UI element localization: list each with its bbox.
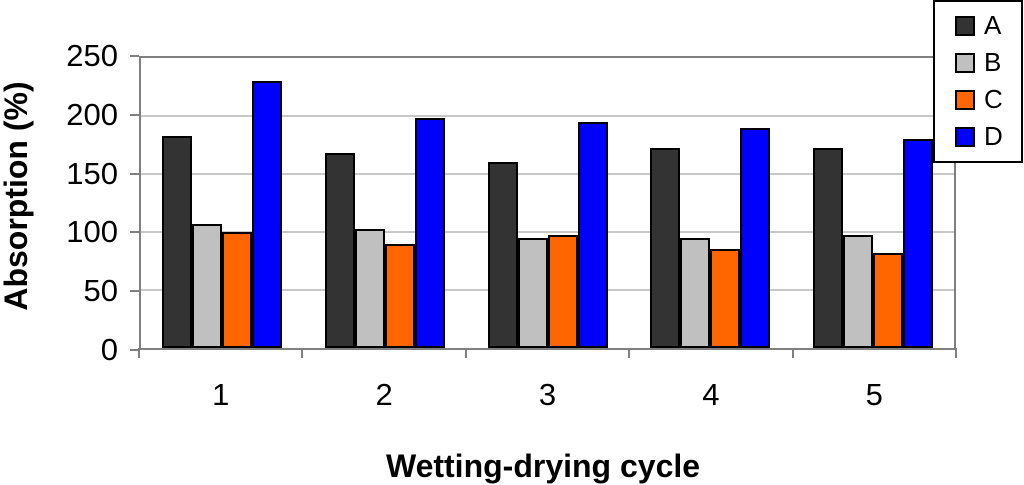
x-tick-label-5: 5 — [865, 377, 883, 412]
bar-C-cycle-3 — [547, 235, 578, 348]
legend-label-A: A — [984, 10, 1002, 40]
legend-label-D: D — [984, 121, 1003, 151]
bar-D-cycle-3 — [577, 122, 608, 348]
bar-C-cycle-4 — [710, 249, 741, 348]
legend-item-B: B — [935, 44, 1021, 81]
y-tick-label-200: 200 — [66, 96, 118, 132]
gridline-200 — [141, 115, 954, 117]
plot-area — [139, 56, 956, 350]
bar-A-cycle-5 — [812, 148, 843, 348]
x-tick-mark-4 — [791, 348, 794, 358]
bar-D-cycle-1 — [252, 81, 283, 348]
legend-swatch-B — [955, 52, 975, 73]
bar-B-cycle-5 — [842, 235, 873, 348]
y-tick-label-250: 250 — [66, 38, 118, 73]
x-tick-mark-2 — [464, 348, 467, 358]
bar-B-cycle-3 — [517, 238, 548, 348]
y-tick-label-100: 100 — [66, 214, 118, 250]
bar-C-cycle-5 — [872, 253, 903, 348]
y-tick-mark-250 — [130, 55, 139, 57]
bar-A-cycle-2 — [324, 153, 355, 348]
x-tick-label-4: 4 — [702, 377, 720, 412]
bar-D-cycle-2 — [414, 118, 445, 348]
x-tick-mark-5 — [955, 348, 957, 358]
bar-D-cycle-4 — [740, 128, 771, 348]
bar-C-cycle-2 — [384, 244, 415, 348]
y-tick-label-150: 150 — [66, 155, 118, 191]
bar-A-cycle-3 — [487, 162, 518, 348]
bar-C-cycle-1 — [222, 232, 253, 348]
gridline-150 — [141, 173, 954, 175]
y-tick-label-50: 50 — [83, 273, 118, 309]
bar-B-cycle-4 — [680, 238, 711, 348]
legend-item-D: D — [935, 118, 1021, 155]
bar-B-cycle-2 — [354, 229, 385, 348]
bar-A-cycle-4 — [650, 148, 681, 348]
bar-D-cycle-5 — [902, 139, 933, 348]
x-axis-title: Wetting-drying cycle — [385, 448, 701, 484]
y-tick-mark-50 — [130, 290, 139, 293]
x-tick-mark-3 — [628, 348, 631, 358]
x-tick-mark-1 — [301, 348, 304, 358]
bar-A-cycle-1 — [162, 136, 193, 348]
legend-item-C: C — [935, 81, 1021, 118]
x-tick-label-1: 1 — [212, 377, 230, 412]
legend-item-A: A — [935, 7, 1021, 44]
legend-label-C: C — [984, 84, 1003, 114]
x-tick-label-3: 3 — [538, 377, 557, 412]
y-tick-mark-150 — [130, 172, 139, 175]
legend-label-B: B — [984, 47, 1002, 77]
y-tick-mark-200 — [130, 113, 139, 116]
legend-swatch-C — [955, 89, 975, 110]
gridline-100 — [141, 231, 954, 233]
y-tick-mark-100 — [130, 231, 139, 234]
x-tick-label-2: 2 — [375, 377, 393, 412]
legend-swatch-D — [955, 126, 975, 147]
x-tick-mark-0 — [138, 348, 140, 358]
y-tick-mark-0 — [130, 349, 139, 351]
y-tick-label-0: 0 — [100, 332, 118, 367]
bar-B-cycle-1 — [192, 224, 223, 348]
legend-swatch-A — [955, 15, 975, 36]
